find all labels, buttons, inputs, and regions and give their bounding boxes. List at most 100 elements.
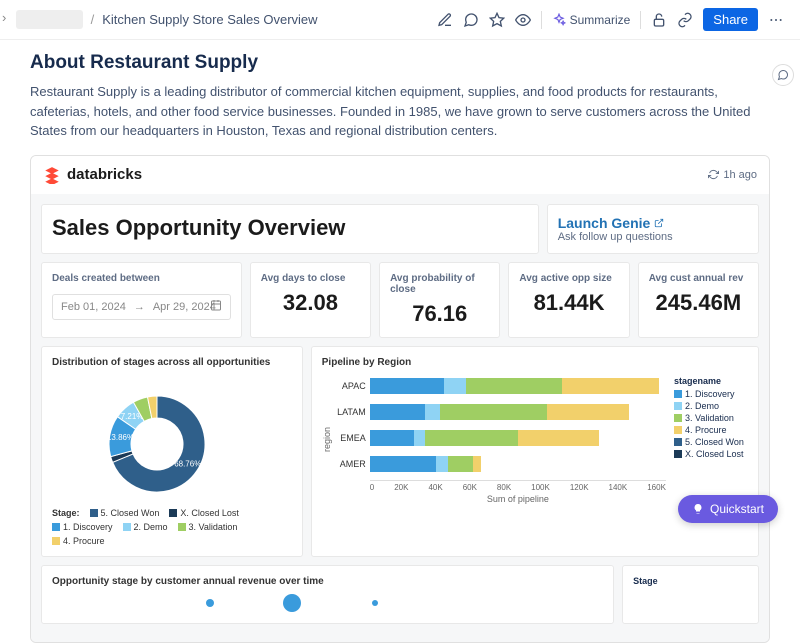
genie-sub: Ask follow up questions [558, 231, 748, 243]
deals-date-tile: Deals created between Feb 01, 2024 → Apr… [41, 262, 242, 338]
bar-segment [370, 378, 444, 394]
divider [541, 11, 542, 29]
divider [640, 11, 641, 29]
donut-tile: Distribution of stages across all opport… [41, 346, 303, 557]
bar-legend-title: stagename [674, 376, 748, 386]
databricks-logo: databricks [43, 166, 142, 184]
bars-ylabel: region [322, 427, 332, 452]
bubble-legend-tile: Stage [622, 565, 759, 624]
bubble-tile: Opportunity stage by customer annual rev… [41, 565, 614, 624]
breadcrumb-page[interactable]: Kitchen Supply Store Sales Overview [102, 12, 317, 27]
metric-tile: Avg probability of close 76.16 [379, 262, 500, 338]
metric-label: Avg probability of close [390, 273, 489, 295]
bars-tile: Pipeline by Region region APACLATAMEMEAA… [311, 346, 759, 557]
expand-sidebar-icon[interactable]: › [2, 10, 6, 25]
bar-segment [444, 378, 466, 394]
legend-item: X. Closed Lost [169, 508, 239, 518]
bar-row: LATAM [334, 402, 666, 422]
bar-xaxis: 020K40K60K80K100K120K140K160K [370, 480, 666, 492]
brand-label: databricks [67, 166, 142, 183]
page-title: About Restaurant Supply [30, 52, 770, 74]
bar-segment [547, 404, 628, 420]
bar-segment [562, 378, 658, 394]
bars-title: Pipeline by Region [322, 357, 748, 368]
date-from: Feb 01, 2024 [61, 301, 126, 313]
bubble [206, 599, 214, 607]
topbar-actions: Summarize Share [437, 8, 784, 31]
overview-title-tile: Sales Opportunity Overview [41, 204, 539, 254]
legend-item: 4. Procure [52, 536, 105, 546]
calendar-icon [210, 299, 222, 314]
bar-segment [440, 404, 547, 420]
bubble-title: Opportunity stage by customer annual rev… [52, 576, 603, 587]
launch-genie-link[interactable]: Launch Genie [558, 215, 748, 231]
donut-title: Distribution of stages across all opport… [52, 357, 292, 368]
bar-segment [448, 456, 474, 472]
deals-label: Deals created between [52, 273, 231, 284]
bar-segment [466, 378, 562, 394]
bar-region-label: EMEA [334, 433, 370, 443]
dashboard-embed: databricks 1h ago Sales Opportunity Over… [30, 155, 770, 643]
lock-icon[interactable] [651, 12, 667, 28]
donut-legend: Stage:5. Closed WonX. Closed Lost1. Disc… [52, 508, 292, 546]
page-description: Restaurant Supply is a leading distribut… [30, 82, 770, 141]
metric-value: 76.16 [390, 301, 489, 327]
quickstart-button[interactable]: Quickstart [678, 495, 778, 523]
metric-tile: Avg days to close 32.08 [250, 262, 371, 338]
arrow-right-icon: → [134, 301, 145, 313]
refresh-indicator[interactable]: 1h ago [708, 169, 757, 181]
watch-icon[interactable] [515, 12, 531, 28]
comment-icon[interactable] [463, 12, 479, 28]
metric-label: Avg active opp size [519, 273, 618, 284]
genie-link-label: Launch Genie [558, 215, 651, 231]
legend-item: 2. Demo [674, 401, 748, 411]
quickstart-label: Quickstart [710, 502, 764, 516]
side-comment-icon[interactable] [772, 64, 794, 86]
bar-segment [425, 430, 518, 446]
bar-legend: stagename 1. Discovery 2. Demo 3. Validatio… [666, 376, 748, 504]
bar-segment [414, 430, 425, 446]
dashboard-title: Sales Opportunity Overview [52, 215, 528, 241]
legend-prefix: Stage: [52, 508, 80, 518]
bar-segment [425, 404, 440, 420]
breadcrumb-root[interactable]: redacted [16, 10, 83, 29]
metric-value: 32.08 [261, 290, 360, 316]
bar-chart: APAC LATAM EMEA AMER 020K40K60K80K100K120K14… [334, 376, 666, 504]
svg-text:68.76%: 68.76% [174, 459, 201, 468]
summarize-button[interactable]: Summarize [552, 13, 631, 27]
bar-row: APAC [334, 376, 666, 396]
star-icon[interactable] [489, 12, 505, 28]
bubble [283, 594, 301, 612]
bar-segment [436, 456, 447, 472]
topbar: redacted / Kitchen Supply Store Sales Ov… [0, 0, 800, 40]
bar-track [370, 456, 666, 472]
metric-tile: Avg active opp size81.44K [508, 262, 629, 338]
summarize-label: Summarize [570, 13, 631, 27]
bar-segment [370, 404, 426, 420]
legend-item: 3. Validation [674, 413, 748, 423]
more-icon[interactable] [768, 12, 784, 28]
date-range-picker[interactable]: Feb 01, 2024 → Apr 29, 2024 [52, 294, 231, 320]
edit-icon[interactable] [437, 12, 453, 28]
link-icon[interactable] [677, 12, 693, 28]
bar-region-label: LATAM [334, 407, 370, 417]
legend-item: X. Closed Lost [674, 449, 748, 459]
date-to: Apr 29, 2024 [153, 301, 216, 313]
breadcrumb-sep: / [91, 12, 95, 27]
bar-row: AMER [334, 454, 666, 474]
bar-xlabel: Sum of pipeline [370, 494, 666, 504]
bar-track [370, 404, 666, 420]
metric-label: Avg days to close [261, 273, 360, 284]
bubble-chart [52, 593, 603, 613]
donut-chart: 68.76%13.86%7.21% [87, 382, 257, 502]
bar-track [370, 378, 666, 394]
bar-region-label: AMER [334, 459, 370, 469]
legend-item: 1. Discovery [674, 389, 748, 399]
legend-item: 5. Closed Won [674, 437, 748, 447]
legend-item: 1. Discovery [52, 522, 113, 532]
metric-tile: Avg cust annual rev245.46M [638, 262, 759, 338]
bar-segment [518, 430, 599, 446]
bar-row: EMEA [334, 428, 666, 448]
share-button[interactable]: Share [703, 8, 758, 31]
metric-value: 245.46M [649, 290, 748, 316]
